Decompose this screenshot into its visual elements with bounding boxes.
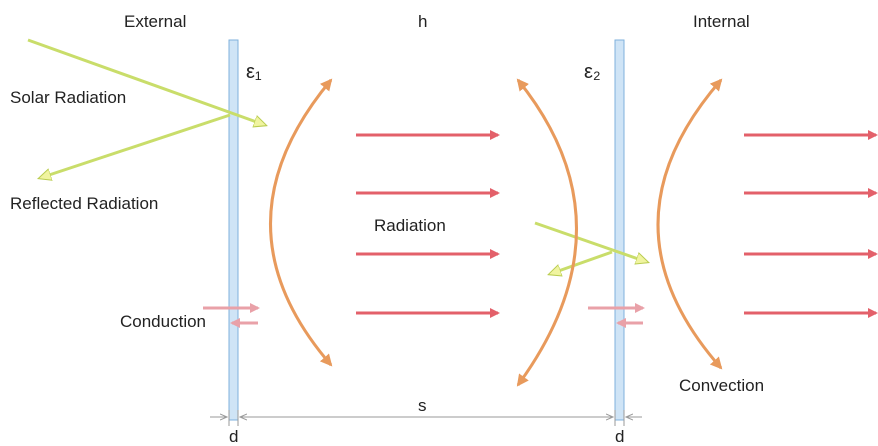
convection-label: Convection [679,376,765,395]
solar-radiation-arrow [27,38,265,125]
reflected-radiation-arrow [40,113,231,178]
s-label: s [418,396,427,415]
h-label: h [418,12,428,31]
d-left-label: d [229,427,239,446]
transmitted-solar-arrow [534,221,647,262]
d-right-label: d [615,427,625,446]
glass-pane-right [614,39,625,421]
reflected-inner-arrow [550,250,613,274]
internal-label: Internal [693,12,750,31]
convection-arc-middle [516,78,578,387]
epsilon1-label: ε₁ [246,61,262,83]
reflected-radiation-label: Reflected Radiation [10,194,159,213]
solar-radiation-label: Solar Radiation [10,88,127,107]
glass-pane-left [228,39,239,421]
conduction-label: Conduction [120,312,207,331]
convection-arc-left [269,78,333,367]
convection-arc-right [656,78,723,370]
epsilon2-label: ε₂ [584,61,601,83]
radiation-label: Radiation [374,216,446,235]
external-label: External [124,12,187,31]
